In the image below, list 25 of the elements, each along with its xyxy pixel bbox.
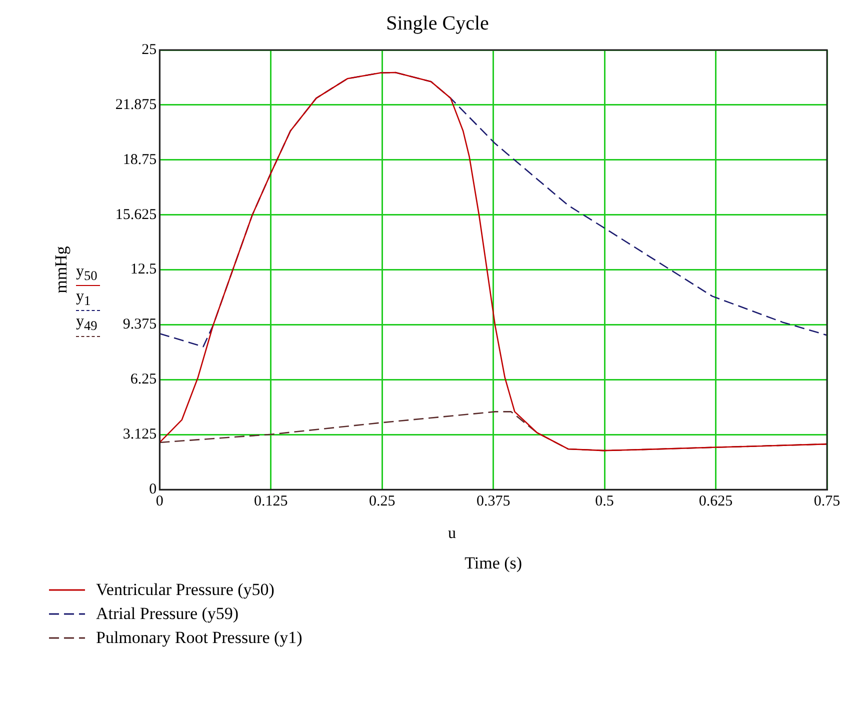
- y-tick-label: 18.75: [122, 152, 157, 168]
- text: y$_{50}$: [76, 263, 100, 286]
- text: y$_{1}$: [76, 288, 100, 312]
- x-tick-label: 0.625: [698, 494, 733, 510]
- x-tick-label: 0.375: [476, 494, 510, 510]
- y-tick-label: 0: [149, 482, 157, 498]
- legend-label: Atrial Pressure (y59): [96, 604, 239, 624]
- text: y$_{49}$: [76, 313, 100, 337]
- y-axis-title: mmHg: [52, 246, 71, 294]
- x-tick-label: 0.75: [814, 494, 840, 510]
- x-tick-label: 0.25: [368, 494, 396, 510]
- x-tick-label: 0.5: [595, 494, 614, 510]
- chart-title: Single Cycle: [386, 12, 490, 34]
- legend-label: Pulmonary Root Pressure (y1): [96, 628, 302, 648]
- y-tick-label: 9.375: [122, 316, 157, 333]
- x-tick-label: 0.125: [254, 494, 288, 510]
- y-tick-label: 12.5: [130, 262, 157, 278]
- y-tick-label: 15.625: [115, 206, 157, 223]
- y-tick-label: 21.875: [115, 96, 157, 113]
- x-axis-title: Time (s): [464, 553, 522, 572]
- y-tick-label: 25: [142, 42, 157, 58]
- legend-label: Ventricular Pressure (y50): [96, 580, 274, 600]
- y-tick-label: 6.25: [130, 372, 157, 388]
- y-tick-label: 3.125: [122, 426, 157, 443]
- text: u: [448, 525, 456, 543]
